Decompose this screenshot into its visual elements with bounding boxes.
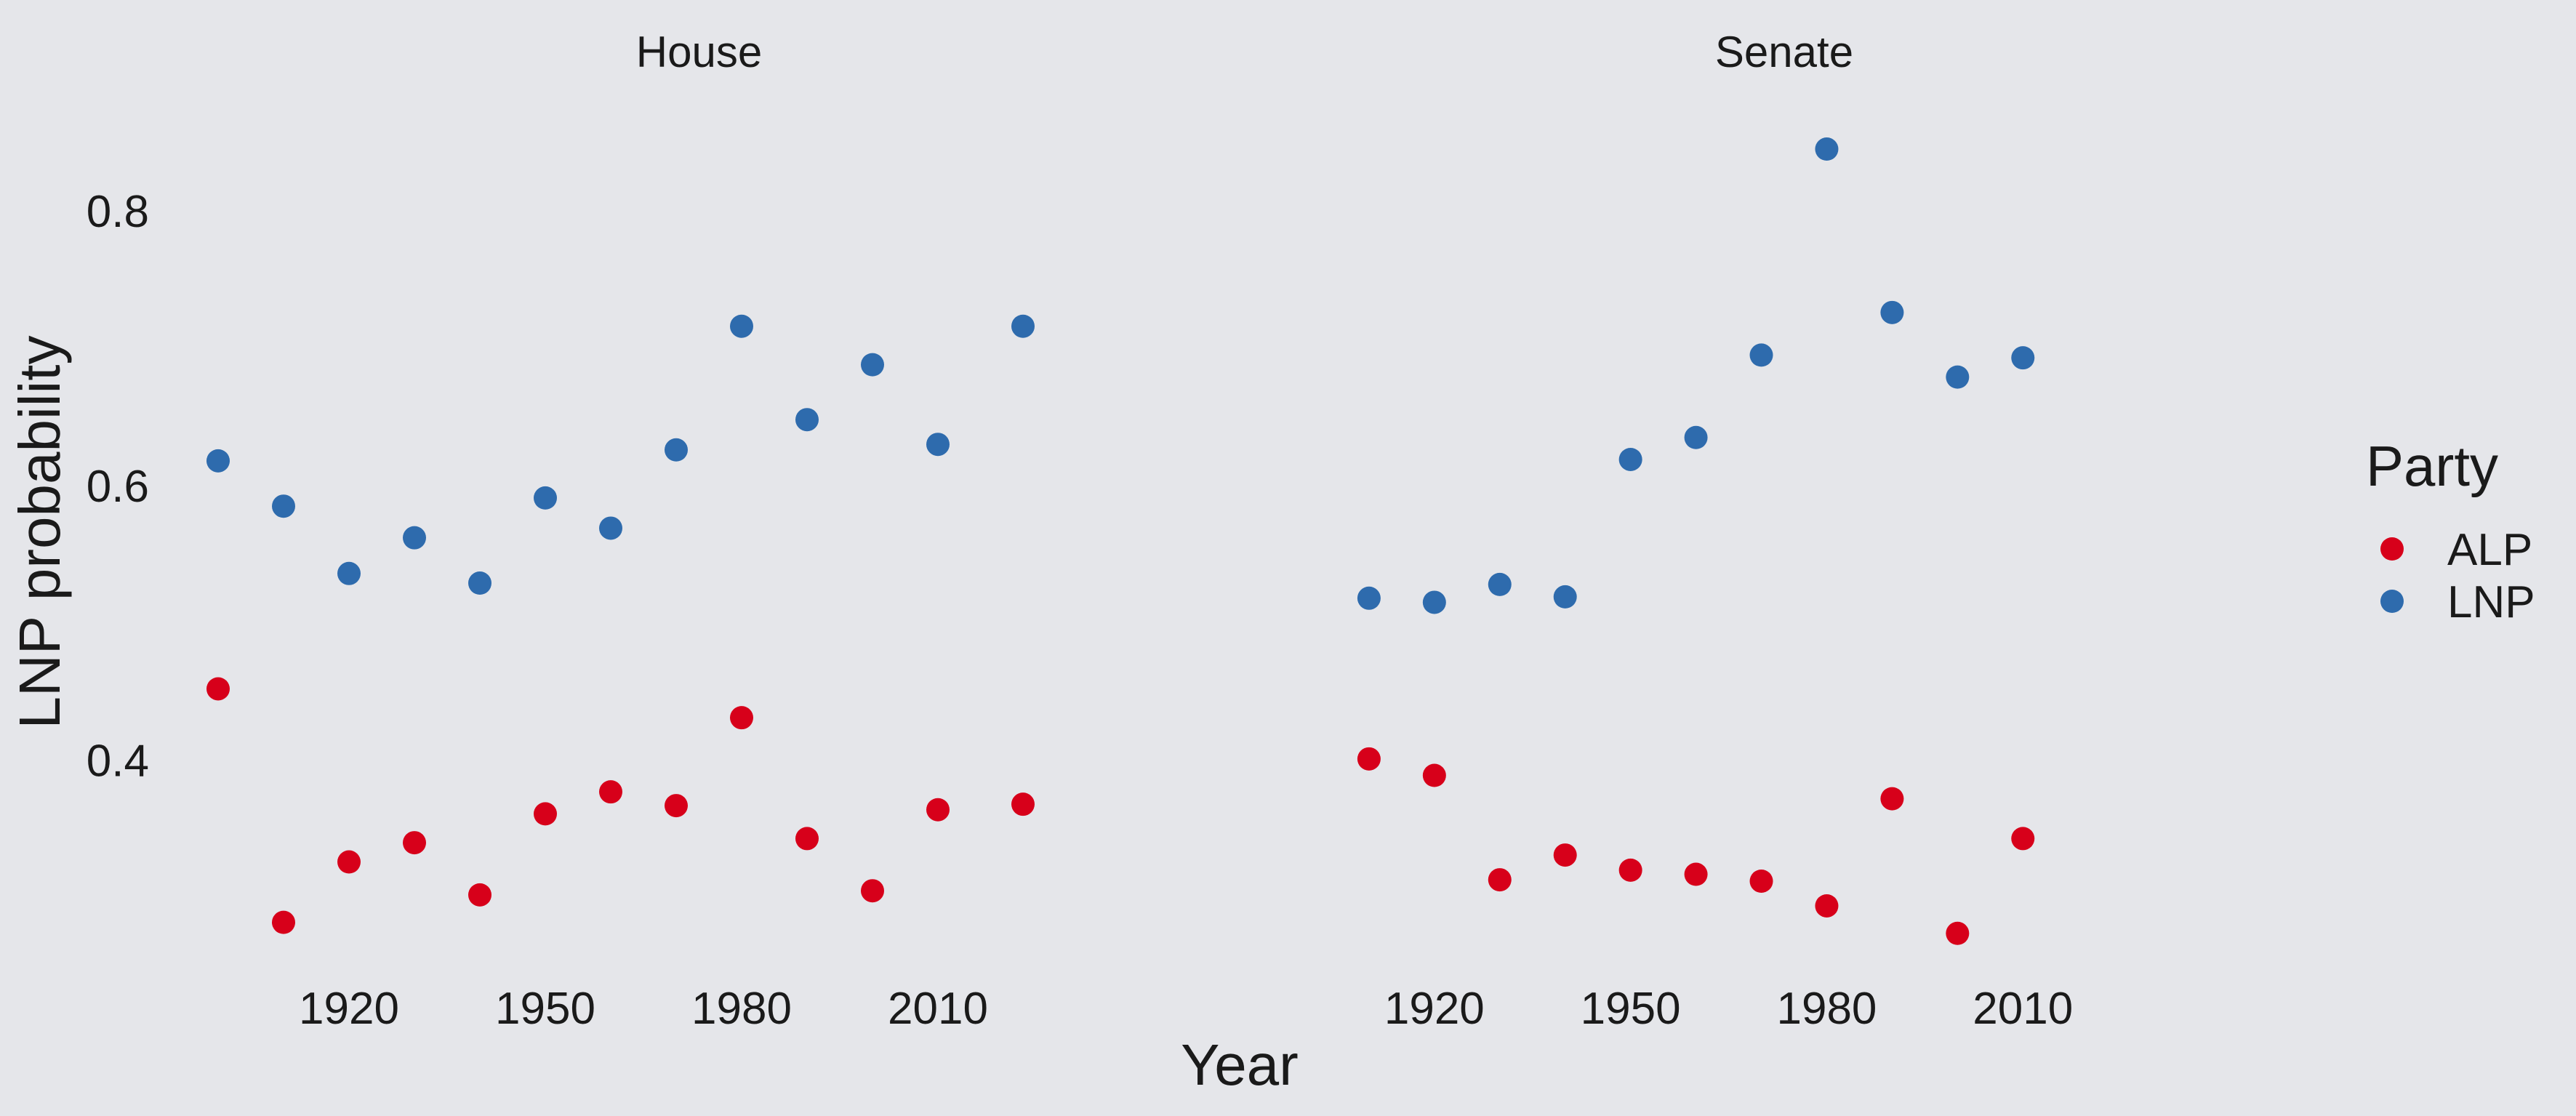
data-point-alp xyxy=(2011,827,2035,851)
data-point-alp xyxy=(1011,792,1035,816)
panel-house: House 1920 1950 1980 2010 xyxy=(206,28,1035,1034)
data-point-lnp xyxy=(1815,137,1839,161)
data-point-lnp xyxy=(1422,590,1446,614)
data-point-alp xyxy=(337,850,361,874)
data-point-lnp xyxy=(2011,346,2035,370)
x-tick-label: 1920 xyxy=(299,984,399,1034)
data-point-alp xyxy=(730,706,753,730)
data-point-lnp xyxy=(272,494,295,518)
legend-label: ALP xyxy=(2447,525,2532,575)
x-tick-label: 2010 xyxy=(888,984,988,1034)
data-point-lnp xyxy=(730,314,753,338)
x-tick-label: 1920 xyxy=(1384,984,1485,1034)
x-tick-label: 2010 xyxy=(1973,984,2073,1034)
panel-senate: Senate 1920 1950 1980 2010 xyxy=(1357,28,2073,1034)
data-point-alp xyxy=(1488,868,1512,892)
legend-key-lnp xyxy=(2380,590,2404,613)
x-tick-label: 1980 xyxy=(1776,984,1877,1034)
data-point-lnp xyxy=(861,353,884,377)
data-point-lnp xyxy=(1553,585,1577,609)
data-point-alp xyxy=(665,794,688,818)
x-tick-label: 1950 xyxy=(495,984,595,1034)
data-point-alp xyxy=(795,827,819,851)
x-tick-label: 1950 xyxy=(1581,984,1681,1034)
data-point-alp xyxy=(1422,763,1446,787)
panel-title: Senate xyxy=(1715,28,1853,76)
y-tick-label: 0.6 xyxy=(87,462,149,512)
data-point-lnp xyxy=(1880,300,1904,324)
data-point-lnp xyxy=(665,438,688,462)
data-point-alp xyxy=(272,910,295,934)
data-point-alp xyxy=(1880,787,1904,811)
data-point-alp xyxy=(1749,869,1773,893)
data-point-lnp xyxy=(1946,365,1970,389)
panel-title: House xyxy=(636,28,762,76)
data-point-alp xyxy=(468,883,491,907)
data-point-alp xyxy=(926,798,950,822)
data-point-alp xyxy=(1553,843,1577,867)
data-point-lnp xyxy=(926,433,950,457)
legend-key-alp xyxy=(2380,537,2404,561)
data-point-alp xyxy=(1815,894,1839,918)
x-axis-title: Year xyxy=(1181,1032,1299,1097)
y-tick-label: 0.8 xyxy=(87,187,149,237)
data-point-lnp xyxy=(1749,343,1773,367)
data-point-alp xyxy=(1618,858,1642,882)
data-point-lnp xyxy=(1011,314,1035,338)
y-axis-title: LNP probability xyxy=(7,335,72,728)
data-point-lnp xyxy=(468,571,491,595)
data-point-alp xyxy=(861,879,884,903)
data-point-alp xyxy=(1357,747,1381,771)
data-point-alp xyxy=(1684,862,1708,886)
data-point-lnp xyxy=(1357,586,1381,610)
y-axis: 0.4 0.6 0.8 xyxy=(87,187,149,787)
x-tick-label: 1980 xyxy=(691,984,792,1034)
data-point-lnp xyxy=(206,449,230,473)
legend-label: LNP xyxy=(2447,577,2535,627)
y-tick-label: 0.4 xyxy=(87,736,149,787)
data-point-lnp xyxy=(1684,425,1708,449)
data-point-alp xyxy=(1946,921,1970,945)
data-point-lnp xyxy=(534,486,557,510)
data-point-alp xyxy=(206,677,230,701)
data-point-lnp xyxy=(337,561,361,585)
data-point-alp xyxy=(534,802,557,826)
data-point-alp xyxy=(599,780,622,804)
data-point-lnp xyxy=(403,526,426,550)
legend-title: Party xyxy=(2366,434,2498,498)
data-point-lnp xyxy=(599,516,622,540)
data-point-lnp xyxy=(1618,447,1642,471)
data-point-lnp xyxy=(795,408,819,432)
data-point-lnp xyxy=(1488,572,1512,596)
data-point-alp xyxy=(403,831,426,855)
